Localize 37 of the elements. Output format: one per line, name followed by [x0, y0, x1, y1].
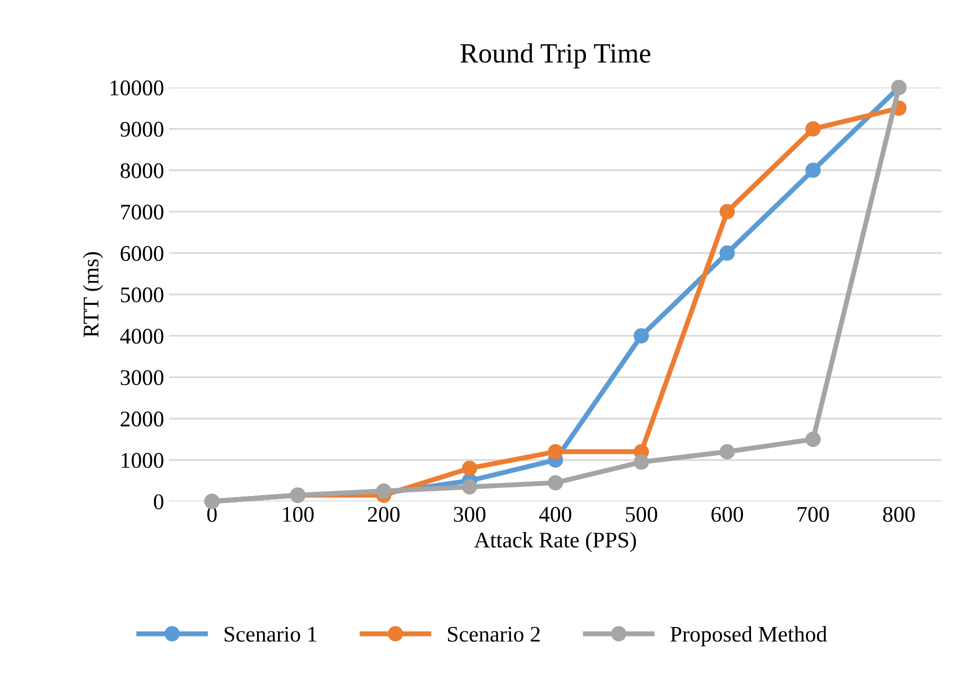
x-tick-label: 400 [539, 506, 572, 522]
y-tick-label: 2000 [120, 412, 164, 427]
y-tick-label: 5000 [121, 287, 164, 302]
point [720, 444, 735, 460]
x-tick-label: 200 [368, 506, 400, 522]
point [805, 162, 821, 178]
x-tick-label: 800 [883, 506, 915, 522]
y-axis-title: RTT (ms) [82, 252, 104, 338]
y-tick-label: 4000 [120, 328, 164, 344]
y-tick-label: 0 [154, 494, 164, 510]
point [634, 328, 649, 344]
y-tick-label: 1000 [122, 452, 164, 468]
point [634, 454, 649, 470]
x-tick-label: 700 [798, 506, 829, 522]
y-tick-label: 8000 [120, 163, 164, 178]
x-tick-label: 300 [454, 506, 486, 522]
point [462, 460, 478, 476]
legend-label: Scenario 2 [448, 626, 540, 642]
x-tick-label: 500 [626, 506, 658, 522]
chart-title: Round Trip Time [460, 43, 650, 68]
y-tick-label: 7000 [121, 204, 164, 220]
point [462, 479, 478, 495]
point [805, 432, 821, 447]
point [720, 204, 735, 220]
y-tick-label: 3000 [120, 370, 164, 386]
point [805, 121, 821, 137]
y-tick-label: 6000 [120, 246, 164, 261]
point [548, 475, 564, 490]
x-tick-label: 600 [711, 506, 744, 522]
y-tick-label: 10000 [110, 80, 164, 96]
x-tick-label: 100 [283, 506, 314, 522]
legend-label: Proposed Method [670, 626, 827, 646]
point [720, 245, 735, 261]
point [548, 444, 564, 460]
y-tick-label: 9000 [120, 122, 164, 137]
legend-label: Scenario 1 [224, 626, 316, 642]
x-axis-title: Attack Rate (PPS) [474, 532, 636, 552]
